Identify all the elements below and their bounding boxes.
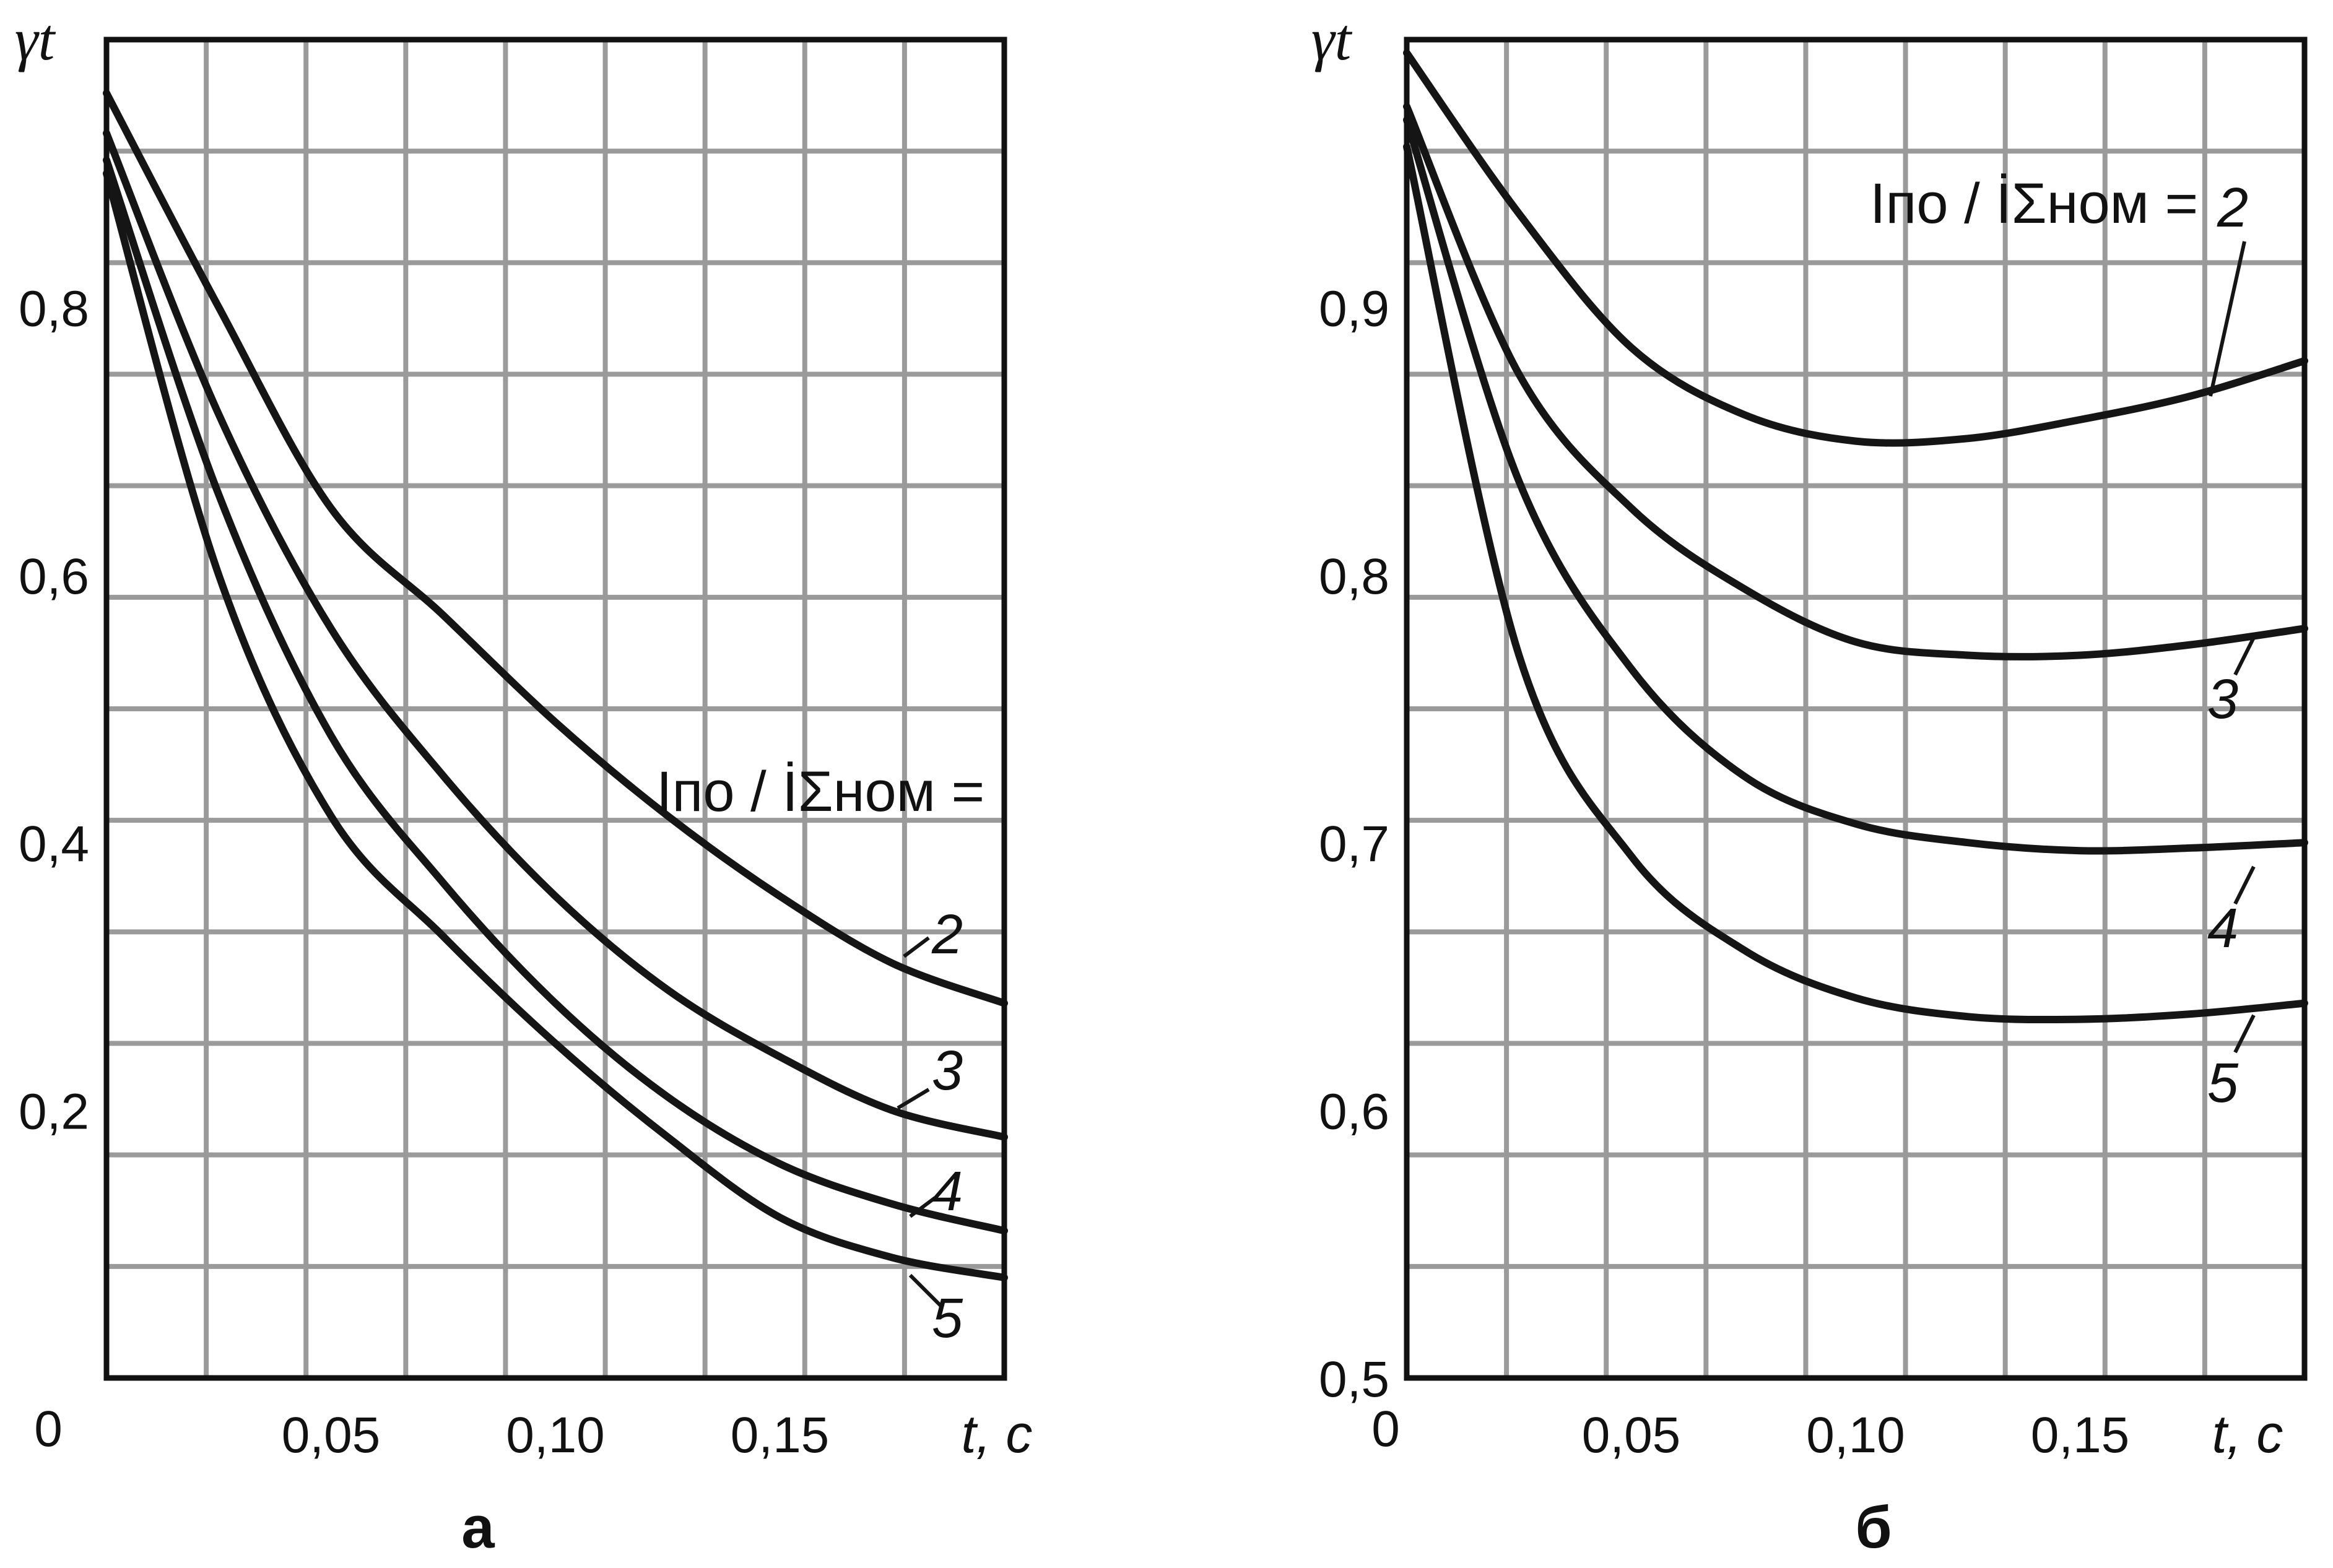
curve-label-4: 4 — [2207, 898, 2238, 959]
panel-b-legend-title: Iпо / İΣном = — [1870, 172, 2198, 235]
panel-a-legend-title: Iпо / İΣном = — [656, 760, 984, 823]
curve-series-5 — [103, 170, 1008, 1281]
y-tick-label: 0,8 — [1319, 548, 1389, 605]
curve-label-leader — [903, 936, 930, 958]
panel-a-leaders — [897, 936, 943, 1308]
curve-label-leader — [2233, 636, 2256, 676]
curve-label-2: 2 — [2217, 177, 2248, 239]
curve-series-2 — [103, 89, 1008, 1007]
curve-series-5 — [1403, 143, 2308, 1024]
panel-b: 0,5 0,6 0,7 0,8 0,9 0,05 0,10 0,15 2 3 4 5 γt t, … — [1311, 6, 2308, 1561]
curve-label-leader — [2233, 1014, 2256, 1054]
curve-label-2: 2 — [931, 904, 963, 966]
panel-a-x-tick-labels: 0,05 0,10 0,15 — [282, 1407, 830, 1463]
panel-b-curve-labels: 2 3 4 5 — [2207, 177, 2248, 1114]
panel-b-origin-label: 0 — [1371, 1401, 1400, 1457]
panel-b-x-axis-label: t, с — [2212, 1405, 2283, 1464]
panel-b-x-tick-labels: 0,05 0,10 0,15 — [1582, 1407, 2130, 1463]
curve-label-leader — [908, 1273, 943, 1308]
y-tick-label: 0,5 — [1319, 1351, 1389, 1408]
y-tick-label: 0,2 — [19, 1084, 89, 1140]
x-tick-label: 0,10 — [506, 1407, 605, 1463]
x-tick-label: 0,10 — [1806, 1407, 1905, 1463]
panel-a: 0,2 0,4 0,6 0,8 0,05 0,10 0,15 2 3 4 5 γt t, с 0… — [15, 6, 1033, 1561]
y-tick-label: 0,6 — [19, 548, 89, 605]
x-tick-label: 0,05 — [282, 1407, 381, 1463]
panel-a-grid — [106, 40, 1004, 1378]
curve-label-3: 3 — [932, 1040, 963, 1102]
y-tick-label: 0,9 — [1319, 280, 1389, 337]
panel-a-y-axis-label: γt — [15, 6, 56, 72]
curve-label-leader — [2209, 241, 2246, 397]
curve-label-leader — [909, 1196, 936, 1218]
x-tick-label: 0,15 — [2031, 1407, 2130, 1463]
curve-label-4: 4 — [932, 1161, 963, 1223]
curve-label-leader — [2233, 865, 2256, 905]
panel-a-curves — [103, 89, 1008, 1281]
curve-series-3 — [1403, 103, 2308, 661]
curve-label-3: 3 — [2207, 669, 2238, 730]
curve-label-leader — [897, 1088, 930, 1110]
curve-label-5: 5 — [2207, 1052, 2239, 1114]
y-tick-label: 0,7 — [1319, 816, 1389, 872]
panel-b-y-axis-label: γt — [1311, 6, 1353, 72]
y-tick-label: 0,4 — [19, 816, 89, 872]
curve-series-3 — [103, 129, 1008, 1141]
panel-b-grid — [1407, 40, 2305, 1378]
panel-b-frame — [1404, 37, 2308, 1381]
panel-a-curve-labels: 2 3 4 5 — [931, 904, 963, 1349]
panel-a-x-axis-label: t, с — [962, 1405, 1033, 1464]
panel-a-y-tick-labels: 0,2 0,4 0,6 0,8 — [19, 280, 89, 1140]
y-tick-label: 0,8 — [19, 280, 89, 337]
panel-a-caption: а — [461, 1494, 495, 1561]
y-tick-label: 0,6 — [1319, 1084, 1389, 1140]
panel-b-leaders — [2209, 241, 2256, 1054]
curve-series-4 — [103, 156, 1008, 1235]
curve-series-2 — [1403, 49, 2308, 447]
panel-b-y-tick-labels: 0,5 0,6 0,7 0,8 0,9 — [1319, 280, 1389, 1408]
panel-b-caption: б — [1855, 1494, 1892, 1561]
curve-label-5: 5 — [932, 1288, 963, 1349]
x-tick-label: 0,05 — [1582, 1407, 1681, 1463]
x-tick-label: 0,15 — [731, 1407, 830, 1463]
panel-b-curves — [1403, 49, 2308, 1024]
curve-series-4 — [1403, 116, 2308, 855]
panel-a-origin-label: 0 — [34, 1401, 63, 1457]
panel-a-frame — [103, 37, 1007, 1381]
